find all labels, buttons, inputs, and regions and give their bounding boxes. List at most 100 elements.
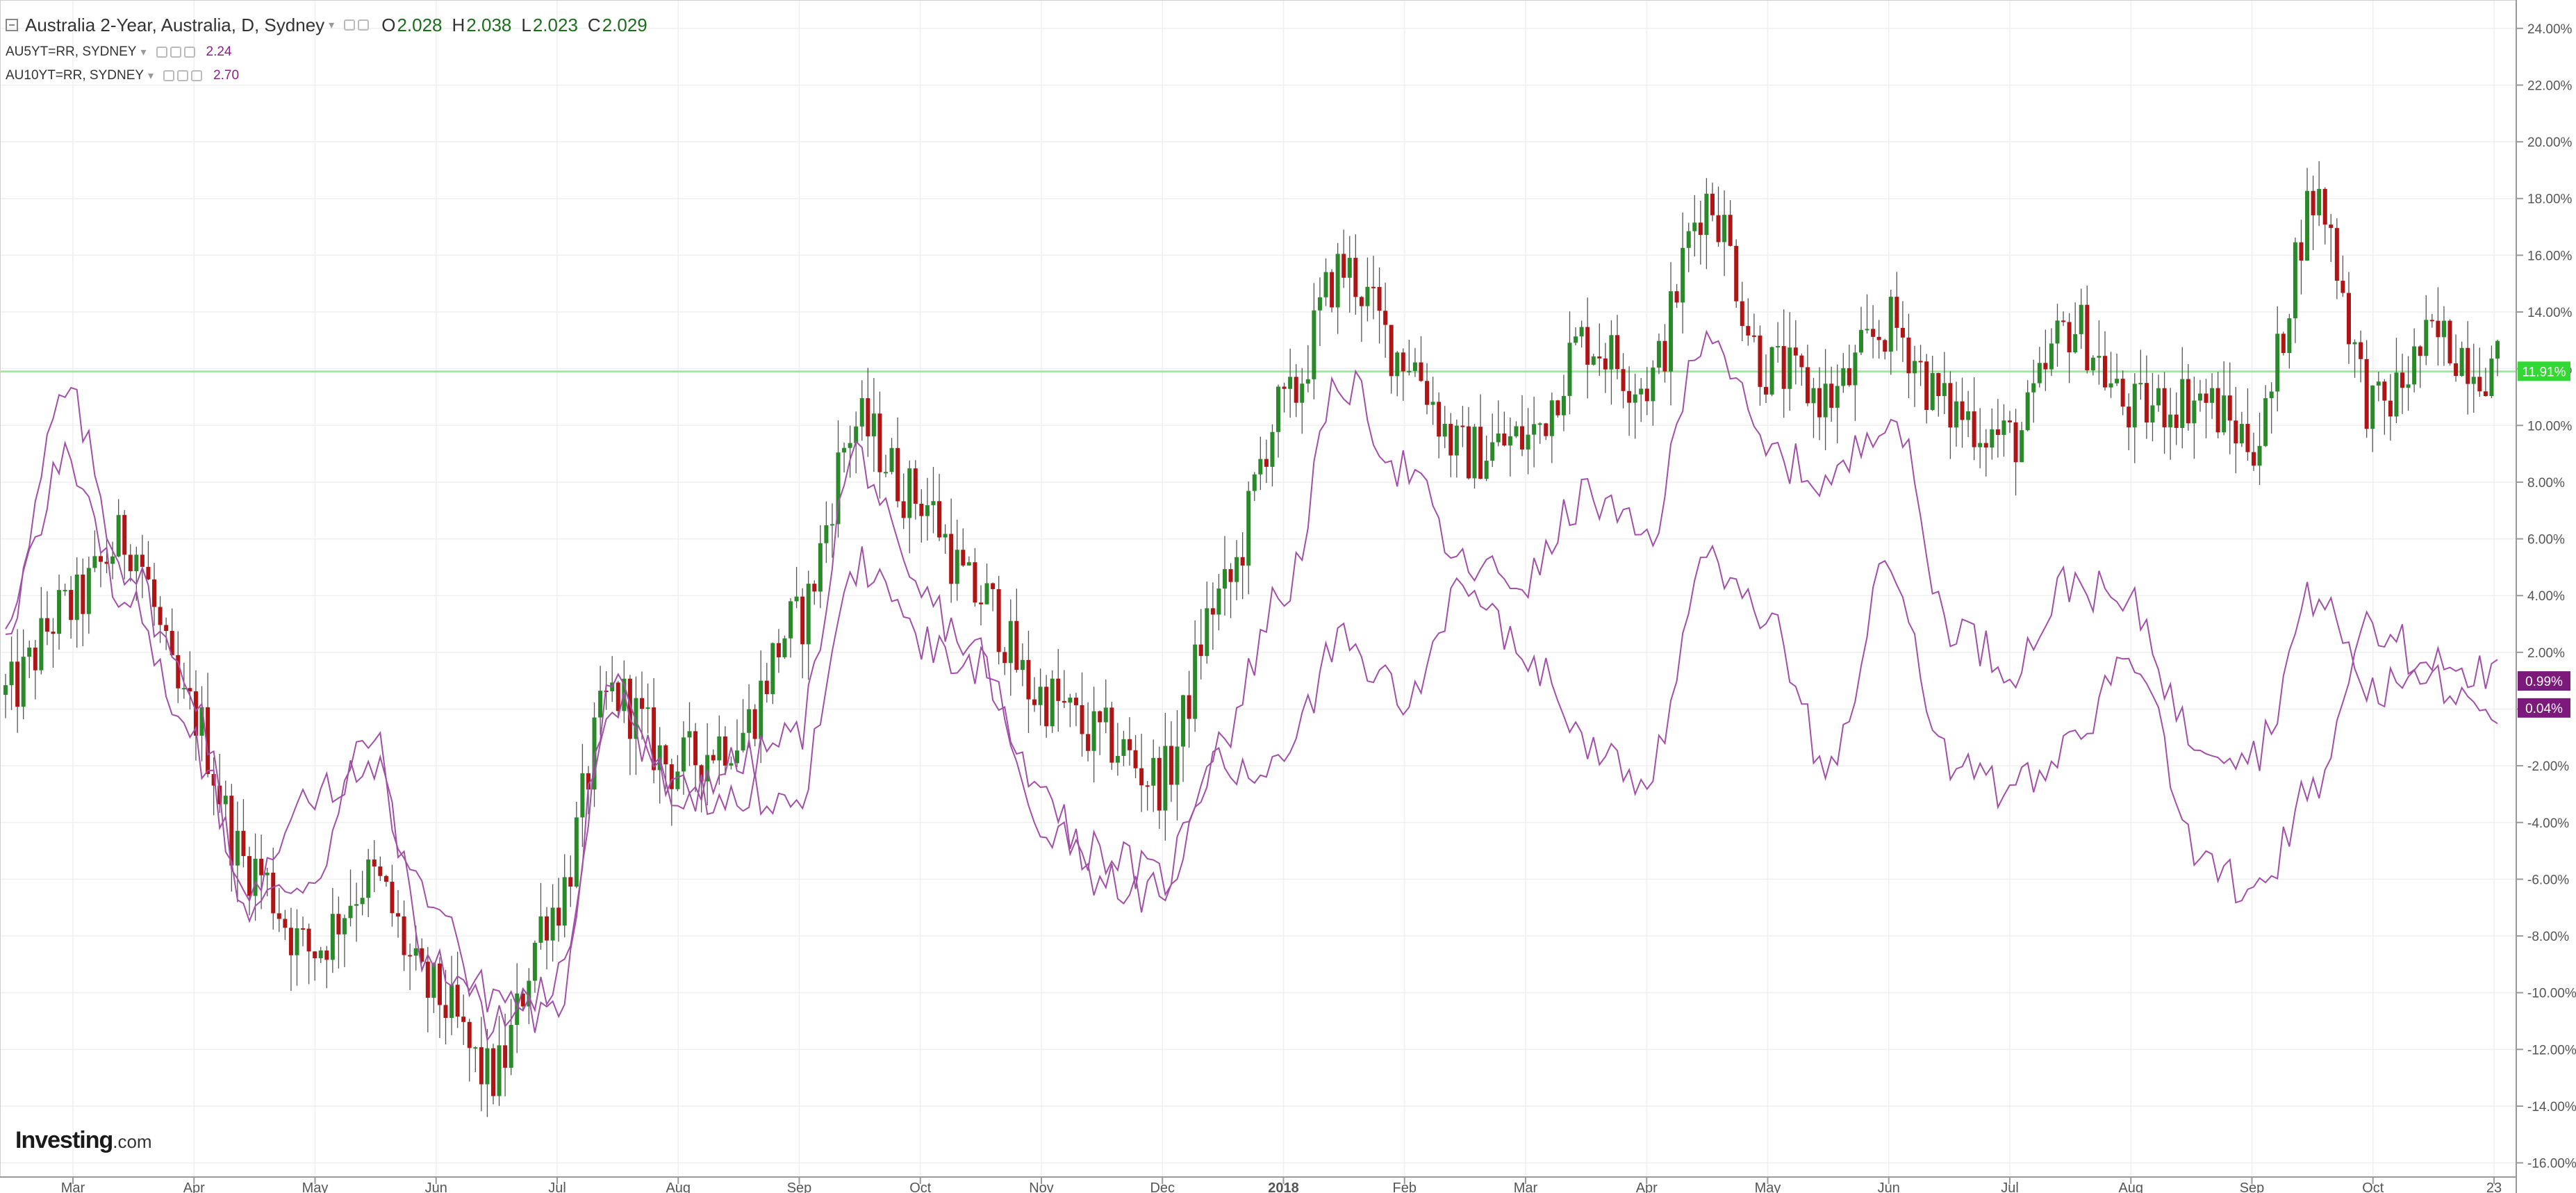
candle-body bbox=[2424, 320, 2429, 356]
candle-body bbox=[1128, 739, 1132, 750]
candle-body bbox=[1686, 231, 1691, 248]
candle-body bbox=[1008, 620, 1013, 664]
chevron-down-icon[interactable]: ▾ bbox=[140, 47, 147, 58]
close-icon[interactable] bbox=[183, 47, 195, 58]
settings-icon[interactable] bbox=[177, 70, 189, 81]
candle-body bbox=[574, 817, 579, 887]
settings-icon[interactable] bbox=[358, 19, 370, 31]
candle-body bbox=[2061, 320, 2066, 322]
candle-body bbox=[1799, 355, 1804, 368]
y-tick-label: -8.00% bbox=[2527, 930, 2569, 944]
candle-body bbox=[1228, 569, 1233, 582]
candle-body bbox=[562, 877, 567, 926]
candle-body bbox=[348, 905, 353, 919]
y-tick-label: 16.00% bbox=[2527, 249, 2573, 263]
candle-body bbox=[1389, 324, 1394, 377]
candle-body bbox=[824, 525, 829, 543]
candle-body bbox=[2073, 334, 2078, 353]
candle-body bbox=[1294, 377, 1298, 403]
candle-body bbox=[461, 1017, 466, 1022]
candle-body bbox=[1787, 347, 1792, 389]
candle-body bbox=[1341, 254, 1346, 278]
candle-body bbox=[1133, 750, 1138, 768]
close-label: C bbox=[587, 14, 601, 35]
legend-main-title[interactable]: Australia 2-Year, Australia, D, Sydney bbox=[25, 14, 325, 35]
visibility-icon[interactable] bbox=[344, 19, 356, 31]
candle-body bbox=[27, 648, 32, 657]
candle-body bbox=[313, 951, 317, 959]
candle-body bbox=[2180, 379, 2185, 428]
candle-body bbox=[2227, 395, 2232, 421]
legend-overlay-name[interactable]: AU10YT=RR, SYDNEY bbox=[6, 68, 145, 83]
x-tick-label: Aug bbox=[2118, 1180, 2143, 1193]
candle-body bbox=[1151, 757, 1156, 786]
candle-body bbox=[2168, 414, 2173, 427]
candle-body bbox=[580, 773, 585, 818]
close-value: 2.029 bbox=[602, 14, 647, 35]
candle-body bbox=[1282, 386, 1287, 389]
candle-body bbox=[1627, 390, 1632, 403]
x-tick-label: Oct bbox=[909, 1180, 932, 1193]
candle-body bbox=[1662, 340, 1667, 372]
candle-body bbox=[1246, 491, 1251, 566]
visibility-icon[interactable] bbox=[156, 47, 167, 58]
candle-body bbox=[1038, 686, 1043, 705]
candle-body bbox=[318, 951, 323, 959]
candle-body bbox=[211, 773, 216, 786]
candle-body bbox=[449, 985, 454, 1019]
candle-body bbox=[925, 505, 930, 516]
candle-body bbox=[2269, 391, 2274, 399]
candle-body bbox=[57, 590, 62, 634]
candle-body bbox=[1918, 361, 1923, 363]
candle-body bbox=[2388, 400, 2393, 417]
candle-body bbox=[1323, 272, 1328, 297]
chevron-down-icon[interactable]: ▾ bbox=[329, 19, 335, 31]
candle-body bbox=[1222, 569, 1227, 589]
candle-body bbox=[2352, 342, 2357, 345]
candle-body bbox=[681, 737, 686, 772]
visibility-icon[interactable] bbox=[163, 70, 175, 81]
investing-logo[interactable]: Investing.com bbox=[15, 1127, 152, 1154]
candle-body bbox=[2293, 242, 2297, 319]
y-tick-label: 4.00% bbox=[2527, 589, 2565, 604]
candle-body bbox=[1615, 335, 1619, 370]
candle-body bbox=[74, 574, 79, 620]
last-value-label: 0.99% bbox=[2525, 675, 2563, 689]
candle-body bbox=[1888, 297, 1893, 352]
candle-body bbox=[188, 688, 192, 691]
candle-body bbox=[996, 589, 1001, 652]
candle-body bbox=[586, 773, 591, 790]
candle-body bbox=[330, 914, 335, 960]
x-tick-label: May bbox=[1755, 1180, 1781, 1193]
chevron-down-icon[interactable]: ▾ bbox=[148, 70, 154, 82]
candle-body bbox=[2150, 405, 2155, 423]
collapse-icon[interactable] bbox=[6, 19, 18, 31]
y-tick-label: 6.00% bbox=[2527, 533, 2565, 548]
candle-body bbox=[1062, 700, 1066, 703]
candle-body bbox=[1966, 411, 1971, 420]
legend-overlay-row-au10y: AU10YT=RR, SYDNEY ▾ 2.70 bbox=[6, 64, 647, 88]
candle-body bbox=[711, 755, 716, 761]
candle-body bbox=[1526, 434, 1530, 450]
x-tick-label: Oct bbox=[2362, 1180, 2384, 1193]
candle-body bbox=[1514, 426, 1519, 436]
close-icon[interactable] bbox=[191, 70, 203, 81]
legend-overlay-name[interactable]: AU5YT=RR, SYDNEY bbox=[6, 44, 137, 59]
candle-body bbox=[747, 709, 752, 733]
candle-body bbox=[616, 682, 620, 711]
legend-main-row: Australia 2-Year, Australia, D, Sydney ▾… bbox=[6, 10, 647, 40]
candle-body bbox=[854, 426, 859, 443]
candle-body bbox=[408, 955, 413, 957]
last-value-badge bbox=[2518, 361, 2570, 381]
candle-body bbox=[2008, 420, 2013, 422]
candle-body bbox=[1365, 286, 1370, 306]
settings-icon[interactable] bbox=[170, 47, 181, 58]
candle-body bbox=[1781, 346, 1786, 389]
candle-body bbox=[2346, 293, 2351, 345]
candle-body bbox=[2382, 381, 2387, 401]
candle-body bbox=[2305, 190, 2310, 261]
candle-body bbox=[86, 568, 91, 614]
candle-body bbox=[2215, 388, 2220, 433]
candle-body bbox=[1746, 326, 1751, 336]
